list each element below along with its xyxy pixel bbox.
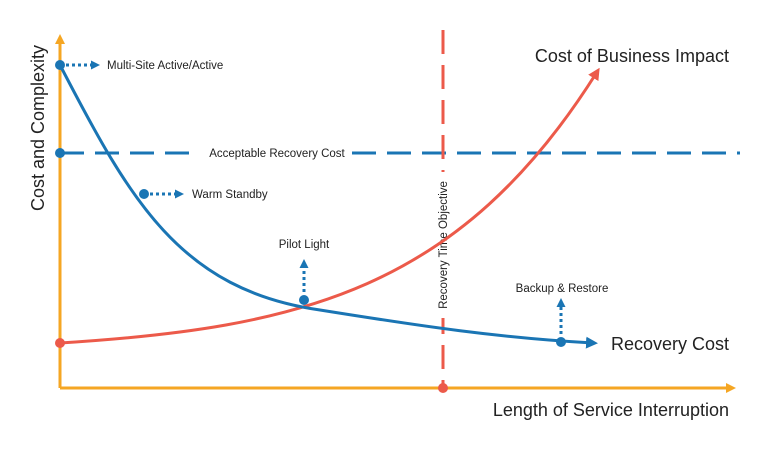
warm-standby-label: Warm Standby	[192, 189, 268, 201]
business-impact-curve	[59, 67, 600, 345]
multi-site-point	[55, 60, 65, 70]
recovery-cost-curve	[58, 64, 598, 349]
y-axis-label: Cost and Complexity	[28, 45, 48, 211]
pilot-light-point	[299, 295, 309, 305]
acceptable-cost-label: Acceptable Recovery Cost	[209, 148, 345, 160]
backup-restore-point	[556, 337, 566, 347]
impact-start-point	[55, 338, 65, 348]
rto-label: Recovery Time Objective	[438, 181, 450, 309]
acceptable-cost-point	[55, 148, 65, 158]
recovery-cost-label: Recovery Cost	[611, 334, 729, 354]
business-impact-label: Cost of Business Impact	[535, 46, 729, 66]
rto-label-bg	[435, 172, 451, 318]
multi-site-label: Multi-Site Active/Active	[107, 60, 223, 72]
warm-standby-point	[139, 189, 149, 199]
backup-restore-label: Backup & Restore	[516, 283, 609, 295]
rto-axis-point	[438, 383, 448, 393]
pilot-light-label: Pilot Light	[279, 239, 330, 251]
x-axis-label: Length of Service Interruption	[493, 400, 729, 420]
